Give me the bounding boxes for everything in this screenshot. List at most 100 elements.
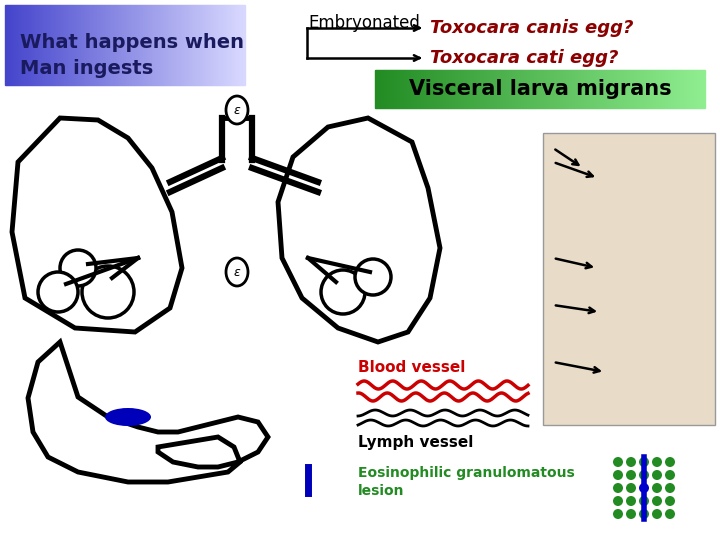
Bar	[668, 70, 669, 108]
Bar	[620, 70, 621, 108]
Bar	[693, 70, 694, 108]
Bar	[154, 5, 155, 85]
Bar	[228, 5, 229, 85]
Bar	[35, 5, 36, 85]
Bar	[435, 70, 436, 108]
Bar	[226, 5, 227, 85]
Bar	[189, 5, 190, 85]
Bar	[607, 70, 608, 108]
Bar	[457, 70, 458, 108]
Bar	[407, 70, 408, 108]
Bar	[593, 70, 594, 108]
Bar	[25, 5, 26, 85]
Bar	[232, 5, 233, 85]
Bar	[90, 5, 91, 85]
Bar	[29, 5, 30, 85]
Bar	[174, 5, 175, 85]
Bar	[414, 70, 415, 108]
Bar	[112, 5, 113, 85]
Bar	[148, 5, 149, 85]
Bar	[605, 70, 606, 108]
Bar	[505, 70, 506, 108]
Bar	[236, 5, 237, 85]
Bar	[658, 70, 659, 108]
Bar	[433, 70, 434, 108]
Circle shape	[613, 457, 623, 467]
Ellipse shape	[226, 96, 248, 124]
Bar	[53, 5, 54, 85]
Bar	[170, 5, 171, 85]
Bar	[386, 70, 387, 108]
Bar	[694, 70, 695, 108]
Bar	[632, 70, 633, 108]
Bar	[24, 5, 25, 85]
Bar	[480, 70, 481, 108]
Bar	[124, 5, 125, 85]
Bar	[102, 5, 103, 85]
Bar	[573, 70, 574, 108]
Bar	[522, 70, 523, 108]
Bar	[448, 70, 449, 108]
Bar	[493, 70, 494, 108]
Bar	[542, 70, 543, 108]
Bar	[66, 5, 67, 85]
Bar	[141, 5, 142, 85]
Bar	[436, 70, 437, 108]
Bar	[627, 70, 628, 108]
Bar	[75, 5, 76, 85]
Bar	[446, 70, 447, 108]
Bar	[417, 70, 418, 108]
Bar	[575, 70, 576, 108]
Bar	[213, 5, 214, 85]
Bar	[380, 70, 381, 108]
Circle shape	[321, 270, 365, 314]
Bar	[559, 70, 560, 108]
Bar	[215, 5, 216, 85]
Bar	[536, 70, 537, 108]
Circle shape	[355, 259, 391, 295]
Circle shape	[613, 470, 623, 480]
Bar	[59, 5, 60, 85]
Bar	[384, 70, 385, 108]
Bar	[584, 70, 585, 108]
Bar	[227, 5, 228, 85]
Bar	[218, 5, 219, 85]
Circle shape	[626, 483, 636, 493]
Bar	[420, 70, 421, 108]
Bar	[80, 5, 81, 85]
Bar	[13, 5, 14, 85]
Bar	[660, 70, 661, 108]
Circle shape	[639, 496, 649, 506]
Bar	[76, 5, 77, 85]
Bar	[178, 5, 179, 85]
Bar	[586, 70, 587, 108]
Bar	[612, 70, 613, 108]
Bar	[183, 5, 184, 85]
Bar	[240, 5, 241, 85]
Bar	[570, 70, 571, 108]
Bar	[563, 70, 564, 108]
Bar	[134, 5, 135, 85]
Bar	[18, 5, 19, 85]
Bar	[239, 5, 240, 85]
Bar	[677, 70, 678, 108]
Bar	[640, 70, 641, 108]
Bar	[188, 5, 189, 85]
Bar	[661, 70, 662, 108]
Bar	[173, 5, 174, 85]
Bar	[657, 70, 658, 108]
Bar	[423, 70, 424, 108]
Bar	[111, 5, 112, 85]
Bar	[71, 5, 72, 85]
Bar	[219, 5, 220, 85]
Bar	[552, 70, 553, 108]
Bar	[237, 5, 238, 85]
Bar	[462, 70, 463, 108]
Bar	[641, 70, 642, 108]
Bar	[99, 5, 100, 85]
Bar	[617, 70, 618, 108]
Bar	[464, 70, 465, 108]
Bar	[440, 70, 441, 108]
Bar	[125, 5, 126, 85]
Bar	[664, 70, 665, 108]
